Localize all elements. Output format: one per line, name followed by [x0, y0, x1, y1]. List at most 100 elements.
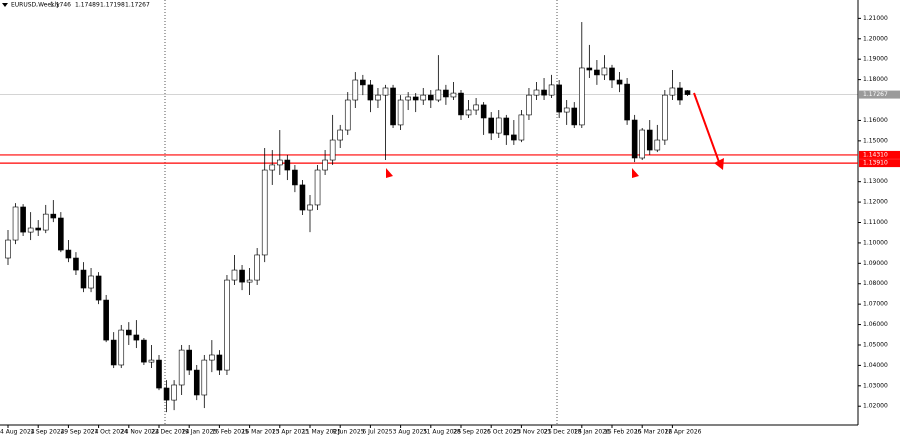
candle-body: [427, 94, 434, 101]
y-tick-label: 1.08000: [863, 280, 888, 287]
y-tick-label: 1.03000: [863, 382, 888, 389]
x-tick-label: 19 Jan 2025: [181, 429, 217, 436]
header-high: 1.17489: [75, 2, 100, 9]
y-tick-label: 1.04000: [863, 362, 888, 369]
candle-body: [50, 213, 57, 219]
x-tick-label: 24 Nov 2024: [121, 429, 160, 436]
candle-body: [367, 84, 374, 101]
current-price-box: [859, 90, 900, 99]
candle-body: [443, 89, 449, 98]
candle-body: [405, 96, 411, 101]
x-tick-label: 3 Aug 2025: [393, 429, 428, 436]
y-tick-label: 1.11000: [863, 219, 888, 226]
x-tick-label: 22 Dec 2024: [151, 429, 190, 436]
candle-body: [677, 87, 683, 101]
candle-body: [646, 129, 653, 151]
level-label: 1.13910: [863, 160, 888, 167]
candle-body: [5, 239, 11, 259]
candle-body: [314, 169, 321, 206]
candle-body: [526, 94, 532, 116]
candle-body: [65, 249, 72, 259]
y-tick-label: 1.16000: [863, 117, 888, 124]
x-tick-label: 15 Feb 2026: [604, 429, 642, 436]
x-tick-label: 6 Jul 2025: [362, 429, 392, 436]
header-low: 1.17198: [100, 2, 125, 9]
candle-body: [186, 349, 192, 371]
candle-body: [201, 359, 208, 396]
y-tick-label: 1.09000: [863, 260, 888, 267]
candle-body: [548, 84, 555, 96]
candle-body: [261, 169, 268, 256]
collapse-icon[interactable]: [2, 3, 8, 7]
candle-body: [209, 354, 215, 361]
candle-body: [35, 227, 42, 231]
candle-body: [148, 359, 155, 363]
candle-body: [435, 89, 442, 101]
level-label-box: [859, 150, 900, 159]
x-tick-label: 23 Nov 2025: [513, 429, 552, 436]
candle-body: [178, 349, 185, 386]
x-tick-label: 21 Dec 2025: [544, 429, 583, 436]
marker: [386, 168, 393, 178]
candle-body: [307, 204, 313, 211]
candle-body: [193, 369, 200, 396]
candle-body: [299, 184, 306, 211]
candle-body: [231, 269, 238, 281]
candle-body: [269, 164, 276, 171]
candle-body: [616, 79, 623, 85]
candle-body: [292, 169, 298, 186]
candle-body: [344, 99, 351, 131]
candle-body: [375, 94, 381, 101]
y-tick-label: 1.18000: [863, 76, 888, 83]
y-tick-label: 1.02000: [863, 403, 888, 410]
candle-body: [420, 94, 427, 101]
x-tick-label: 4 Aug 2024: [0, 429, 35, 436]
candle-body: [631, 119, 638, 159]
candle-body: [571, 107, 578, 126]
candle-body: [73, 257, 79, 271]
x-tick-label: 1 Sep 2024: [30, 429, 64, 436]
candle-body: [601, 67, 608, 76]
candle-body: [126, 329, 132, 336]
header-close: 1.17267: [125, 2, 150, 9]
candle-body: [541, 89, 547, 96]
candle-body: [397, 99, 404, 126]
symbol: EURUSD,Weekly: [11, 2, 60, 9]
candle-body: [563, 107, 570, 113]
current-price-label: 1.17267: [863, 91, 888, 98]
candle-body: [684, 90, 691, 95]
x-tick-label: 15 Mar 2026: [634, 429, 672, 436]
candle-body: [110, 339, 117, 366]
candle-body: [495, 117, 502, 134]
candle-body: [163, 387, 170, 401]
candle-body: [352, 79, 359, 101]
x-tick-label: 29 Sep 2024: [60, 429, 98, 436]
candle-body: [488, 117, 495, 134]
candle-body: [276, 159, 283, 166]
annotations: [386, 92, 724, 178]
candle-body: [639, 129, 646, 159]
candle-body: [654, 139, 661, 151]
y-tick-label: 1.15000: [863, 137, 888, 144]
y-tick-label: 1.05000: [863, 341, 888, 348]
candle-body: [156, 359, 162, 389]
candle-body: [88, 275, 94, 289]
candle-body: [239, 269, 245, 283]
arrow-head: [714, 158, 724, 170]
candle-body: [669, 87, 676, 96]
candle-body: [58, 217, 64, 251]
candle-body: [80, 269, 87, 289]
candle-body: [103, 299, 109, 341]
x-tick-label: 16 Mar 2025: [242, 429, 280, 436]
candle-body: [503, 117, 510, 136]
candle-body: [171, 384, 177, 401]
candle-body: [216, 354, 223, 371]
marker: [632, 168, 639, 178]
candle-body: [360, 79, 366, 86]
y-tick-label: 1.10000: [863, 239, 888, 246]
candle-body: [118, 329, 125, 366]
x-tick-label: 13 Apr 2025: [272, 429, 309, 436]
